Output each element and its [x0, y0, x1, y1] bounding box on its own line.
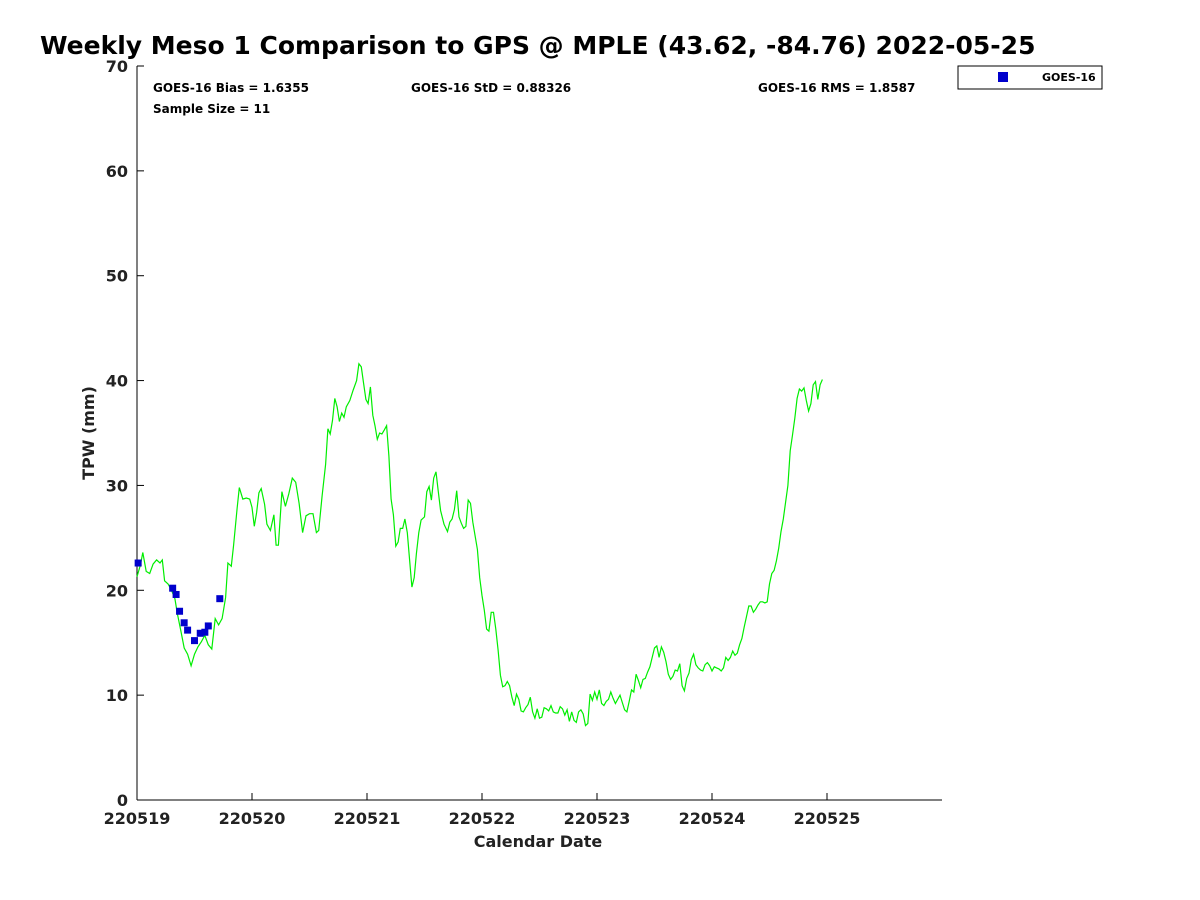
- x-tick-label: 220523: [564, 809, 631, 828]
- goes16-point: [216, 595, 224, 603]
- x-tick-label: 220525: [794, 809, 861, 828]
- x-tick-label: 220522: [449, 809, 516, 828]
- y-axis-label: TPW (mm): [79, 386, 98, 480]
- stat-sample-size: Sample Size = 11: [153, 102, 270, 116]
- x-tick-label: 220524: [679, 809, 746, 828]
- stat-std: GOES-16 StD = 0.88326: [411, 81, 571, 95]
- legend: GOES-16: [957, 65, 1103, 90]
- goes16-point: [180, 619, 188, 627]
- y-tick-label: 0: [117, 791, 128, 810]
- chart-title: Weekly Meso 1 Comparison to GPS @ MPLE (…: [40, 31, 1035, 60]
- legend-label-goes16: GOES-16: [1042, 71, 1096, 84]
- series-layer: [134, 362, 823, 727]
- goes16-point: [191, 637, 198, 645]
- goes16-point: [201, 628, 209, 636]
- goes16-point: [169, 584, 177, 592]
- legend-marker-goes16: [998, 72, 1008, 82]
- y-tick-label: 50: [106, 267, 128, 286]
- y-tick-label: 30: [106, 476, 128, 495]
- goes16-point: [172, 590, 180, 598]
- x-tick-label: 220521: [334, 809, 401, 828]
- x-tick-label: 220520: [219, 809, 286, 828]
- y-tick-label: 70: [106, 57, 128, 76]
- legend-box: [957, 65, 1103, 90]
- y-tick-label: 40: [106, 372, 128, 391]
- y-tick-label: 10: [106, 686, 128, 705]
- goes16-point: [176, 607, 184, 615]
- gps-tpw-line: [136, 362, 823, 727]
- goes16-point: [134, 559, 142, 567]
- x-axis-label: Calendar Date: [474, 832, 603, 851]
- x-ticks: 220519 220520 220521 220522 220523 220524 2205…: [104, 793, 861, 828]
- y-tick-label: 60: [106, 162, 128, 181]
- goes16-point: [196, 629, 204, 637]
- stat-bias: GOES-16 Bias = 1.6355: [153, 81, 309, 95]
- x-tick-label: 220519: [104, 809, 171, 828]
- stat-rms: GOES-16 RMS = 1.8587: [758, 81, 915, 95]
- plot-area: [136, 66, 942, 801]
- y-tick-label: 20: [106, 581, 128, 600]
- goes16-point: [184, 626, 192, 634]
- goes16-point: [204, 622, 212, 630]
- y-ticks: 0 10 20 30 40 50 60 70: [106, 57, 144, 810]
